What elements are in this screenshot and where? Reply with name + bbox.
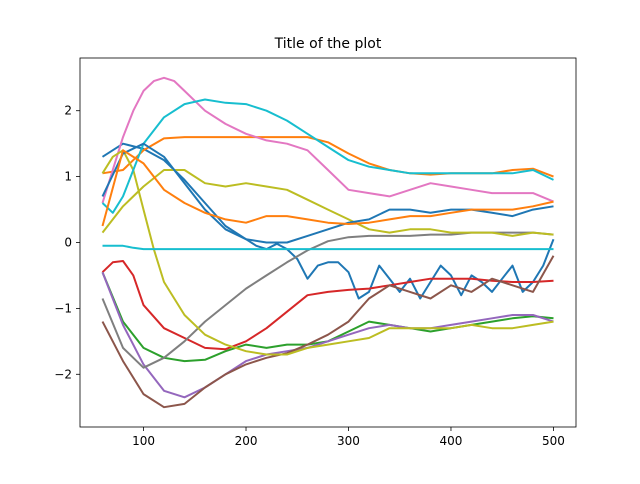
series-line-6: [101, 255, 555, 409]
series-line-13: [101, 142, 554, 244]
series-line-9: [101, 149, 554, 356]
series-line-4: [101, 260, 554, 351]
chart-title: Title of the plot: [274, 36, 382, 52]
x-tick-label: 100: [132, 434, 155, 448]
series-line-7: [101, 76, 554, 204]
axes-layer: 100 200 300 400 500 −2 −1 0 1 2: [54, 57, 577, 448]
series-line-5: [101, 271, 554, 399]
series-layer: [101, 76, 555, 409]
x-tick-label: 400: [440, 434, 463, 448]
y-tick-label: 0: [64, 236, 72, 250]
y-tick-label: 2: [64, 104, 72, 118]
series-line-8: [101, 231, 554, 369]
y-tick-label: −2: [54, 367, 72, 381]
x-tick-label: 500: [542, 434, 565, 448]
series-line-11: [101, 98, 554, 214]
x-tick-label: 300: [337, 434, 360, 448]
x-tick-label: 200: [235, 434, 258, 448]
series-line-10: [101, 169, 554, 237]
y-tick-label: −1: [54, 301, 72, 315]
plot-frame: [79, 57, 577, 428]
series-line-1: [101, 142, 555, 300]
series-line-14: [101, 149, 554, 227]
y-tick-label: 1: [64, 170, 72, 184]
series-line-12: [102, 244, 554, 251]
